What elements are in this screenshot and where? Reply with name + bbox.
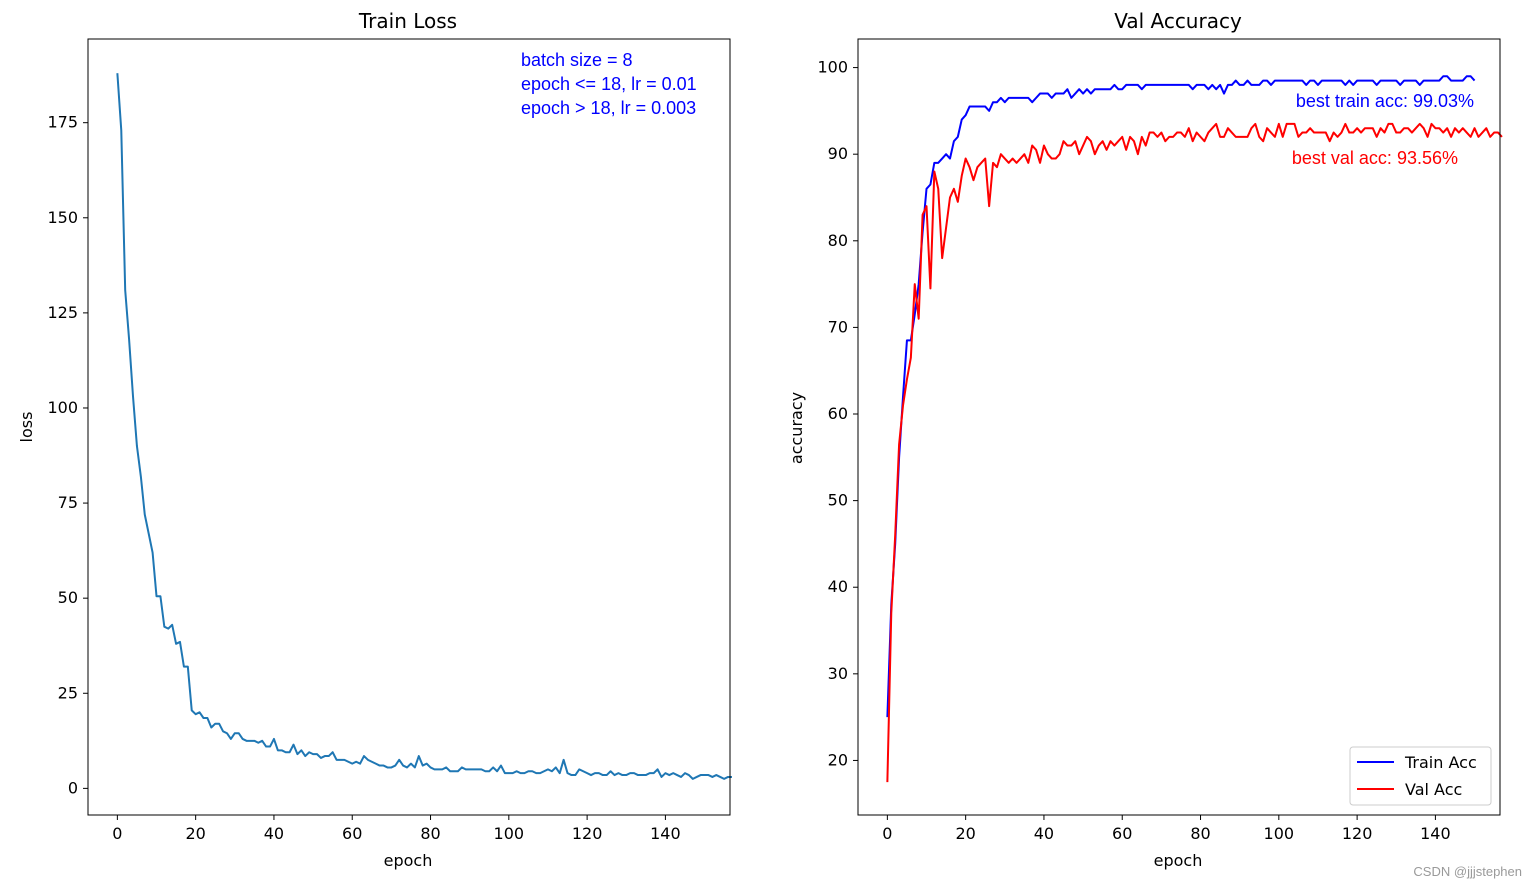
series-line-loss [116,73,732,780]
watermark: CSDN @jjjstephen [1413,864,1522,879]
plot-area: 0 20 40 60 80 100 120 140 20 30 40 50 60 70 80 90 100 [817,38,1503,843]
y-tick-label: 60 [828,404,848,423]
x-tick-label: 120 [1342,824,1373,843]
y-tick-label: 20 [828,750,848,769]
x-tick-label: 60 [1112,824,1132,843]
y-tick-label: 175 [47,113,78,132]
x-axis-label: epoch [384,851,433,870]
axes-frame [87,38,731,816]
x-tick-label: 0 [882,824,892,843]
series-line-train-acc [886,75,1476,718]
annotation-lr-late: epoch > 18, lr = 0.003 [521,98,696,118]
y-tick-label: 0 [68,778,78,797]
legend-label-val: Val Acc [1405,780,1462,799]
y-tick-label: 50 [828,491,848,510]
y-tick-label: 100 [47,398,78,417]
chart-title: Val Accuracy [1114,9,1242,33]
y-tick-label: 125 [47,303,78,322]
train-loss-chart: Train Loss 0 20 40 60 80 100 120 140 0 25 50 75 100 1… [17,9,732,870]
annotation-best-val: best val acc: 93.56% [1292,148,1458,168]
y-tick-label: 25 [58,683,78,702]
y-tick-label: 40 [828,577,848,596]
y-tick-label: 70 [828,317,848,336]
val-accuracy-chart: Val Accuracy 0 20 40 60 80 100 120 140 20 30 40 50 6… [787,9,1503,870]
x-tick-label: 100 [1264,824,1295,843]
y-axis-label: accuracy [787,392,806,464]
x-tick-label: 140 [650,824,681,843]
y-tick-label: 75 [58,493,78,512]
y-tick-label: 90 [828,144,848,163]
y-tick-label: 80 [828,231,848,250]
plot-area: 0 20 40 60 80 100 120 140 0 25 50 75 100 125 150 175 [47,38,732,843]
annotation-best-train: best train acc: 99.03% [1296,91,1474,111]
series-line-val-acc [886,122,1503,783]
axes-frame [857,38,1501,816]
x-axis-label: epoch [1154,851,1203,870]
x-tick-label: 120 [572,824,603,843]
x-tick-label: 140 [1420,824,1451,843]
y-tick-label: 30 [828,664,848,683]
y-tick-label: 50 [58,588,78,607]
x-tick-label: 80 [420,824,440,843]
x-tick-label: 20 [955,824,975,843]
legend-label-train: Train Acc [1404,753,1477,772]
x-tick-label: 0 [112,824,122,843]
y-axis-label: loss [17,412,36,443]
x-tick-label: 40 [264,824,284,843]
chart-title: Train Loss [358,9,457,33]
x-tick-label: 60 [342,824,362,843]
x-tick-label: 100 [494,824,525,843]
x-tick-label: 20 [185,824,205,843]
annotation-batch-size: batch size = 8 [521,50,633,70]
x-tick-label: 80 [1190,824,1210,843]
legend: Train Acc Val Acc [1349,746,1492,806]
y-tick-label: 150 [47,208,78,227]
y-tick-label: 100 [817,58,848,77]
x-tick-label: 40 [1034,824,1054,843]
annotation-lr-early: epoch <= 18, lr = 0.01 [521,74,697,94]
